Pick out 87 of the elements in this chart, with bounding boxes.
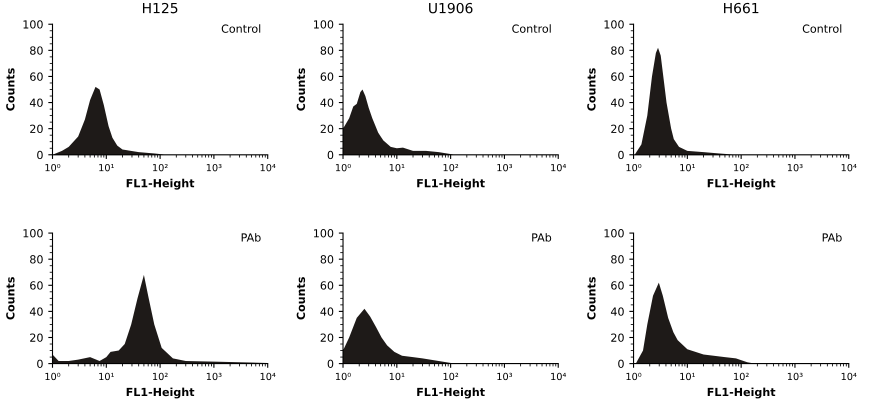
chart-title: H661 — [724, 2, 758, 14]
y-tick-label: 60 — [320, 281, 334, 290]
annotation: Control — [512, 24, 551, 33]
y-tick-label: 40 — [320, 98, 334, 107]
y-tick-label: 100 — [23, 20, 43, 29]
y-axis-title: Counts — [6, 68, 15, 111]
y-tick-label: 80 — [320, 255, 334, 264]
y-tick-label: 100 — [23, 229, 43, 238]
y-tick-label: 80 — [611, 255, 624, 264]
y-tick-label: 100 — [604, 20, 624, 29]
x-tick-label: 10⁰ — [626, 372, 642, 380]
x-tick-label: 10¹ — [99, 372, 114, 380]
y-tick-label: 40 — [30, 307, 43, 316]
y-tick-label: 0 — [328, 150, 334, 160]
y-tick-label: 80 — [611, 46, 624, 55]
x-axis-title: FL1-Height — [126, 178, 194, 190]
annotation: Control — [802, 24, 842, 33]
x-tick-label: 10⁴ — [260, 372, 276, 380]
x-tick-label: 10⁴ — [260, 164, 276, 172]
y-tick-label: 20 — [611, 333, 624, 342]
x-tick-label: 10¹ — [390, 164, 404, 172]
x-tick-label: 10¹ — [680, 164, 695, 172]
x-tick-label: 10³ — [497, 372, 512, 380]
y-tick-label: 20 — [320, 333, 334, 342]
chart-title: H125 — [142, 2, 178, 14]
x-tick-label: 10² — [444, 164, 458, 172]
x-tick-label: 10¹ — [99, 164, 114, 172]
y-tick-label: 100 — [314, 20, 334, 29]
annotation: PAb — [532, 233, 552, 242]
x-tick-label: 10⁴ — [551, 164, 566, 172]
x-tick-label: 10² — [153, 164, 168, 172]
y-tick-label: 80 — [30, 46, 43, 55]
annotation: Control — [222, 24, 260, 33]
x-tick-label: 10⁰ — [336, 164, 351, 172]
x-tick-label: 10² — [153, 372, 168, 380]
y-axis-title: Counts — [587, 277, 596, 320]
x-tick-label: 10³ — [497, 164, 512, 172]
y-tick-label: 0 — [328, 360, 334, 368]
x-tick-label: 10⁰ — [336, 372, 351, 380]
y-tick-label: 0 — [37, 360, 43, 368]
x-axis-title: FL1-Height — [708, 178, 776, 190]
y-axis-title: Counts — [6, 277, 15, 320]
y-tick-label: 40 — [30, 98, 43, 107]
x-tick-label: 10⁰ — [626, 164, 642, 172]
x-axis-title: FL1-Height — [417, 178, 485, 190]
x-tick-label: 10⁴ — [842, 372, 857, 380]
y-tick-label: 20 — [320, 124, 334, 134]
x-tick-label: 10² — [444, 372, 458, 380]
y-tick-label: 0 — [618, 360, 624, 368]
chart-title: U1906 — [429, 2, 473, 14]
y-tick-label: 40 — [610, 98, 624, 107]
x-tick-label: 10³ — [206, 372, 222, 380]
x-tick-label: 10⁴ — [842, 164, 857, 172]
x-tick-label: 10² — [734, 164, 749, 172]
y-tick-label: 0 — [618, 150, 624, 160]
y-axis-title: Counts — [587, 68, 596, 111]
y-tick-label: 60 — [320, 72, 334, 81]
x-tick-label: 10³ — [206, 164, 222, 172]
y-tick-label: 20 — [30, 333, 43, 342]
y-tick-label: 40 — [610, 307, 624, 316]
x-tick-label: 10⁴ — [551, 372, 566, 380]
y-tick-label: 60 — [611, 281, 624, 290]
x-axis-title: FL1-Height — [708, 388, 776, 398]
y-tick-label: 20 — [30, 124, 43, 134]
annotation: PAb — [242, 233, 261, 242]
y-tick-label: 80 — [320, 46, 334, 55]
y-tick-label: 80 — [30, 255, 43, 264]
x-tick-label: 10¹ — [680, 372, 695, 380]
y-tick-label: 40 — [320, 307, 334, 316]
x-tick-label: 10³ — [788, 372, 803, 380]
x-tick-label: 10² — [734, 372, 749, 380]
y-tick-label: 60 — [611, 72, 624, 81]
y-axis-title: Counts — [296, 277, 306, 320]
y-tick-label: 0 — [37, 150, 43, 160]
x-axis-title: FL1-Height — [417, 388, 485, 398]
x-tick-label: 10⁰ — [45, 372, 60, 380]
y-tick-label: 60 — [30, 281, 43, 290]
y-axis-title: Counts — [296, 68, 306, 111]
x-tick-label: 10³ — [788, 164, 803, 172]
x-tick-label: 10¹ — [390, 372, 404, 380]
y-tick-label: 60 — [30, 72, 43, 81]
annotation: PAb — [822, 233, 842, 242]
y-tick-label: 100 — [314, 229, 334, 238]
y-tick-label: 20 — [611, 124, 624, 134]
y-tick-label: 100 — [604, 229, 624, 238]
x-tick-label: 10⁰ — [45, 164, 60, 172]
x-axis-title: FL1-Height — [126, 388, 194, 398]
